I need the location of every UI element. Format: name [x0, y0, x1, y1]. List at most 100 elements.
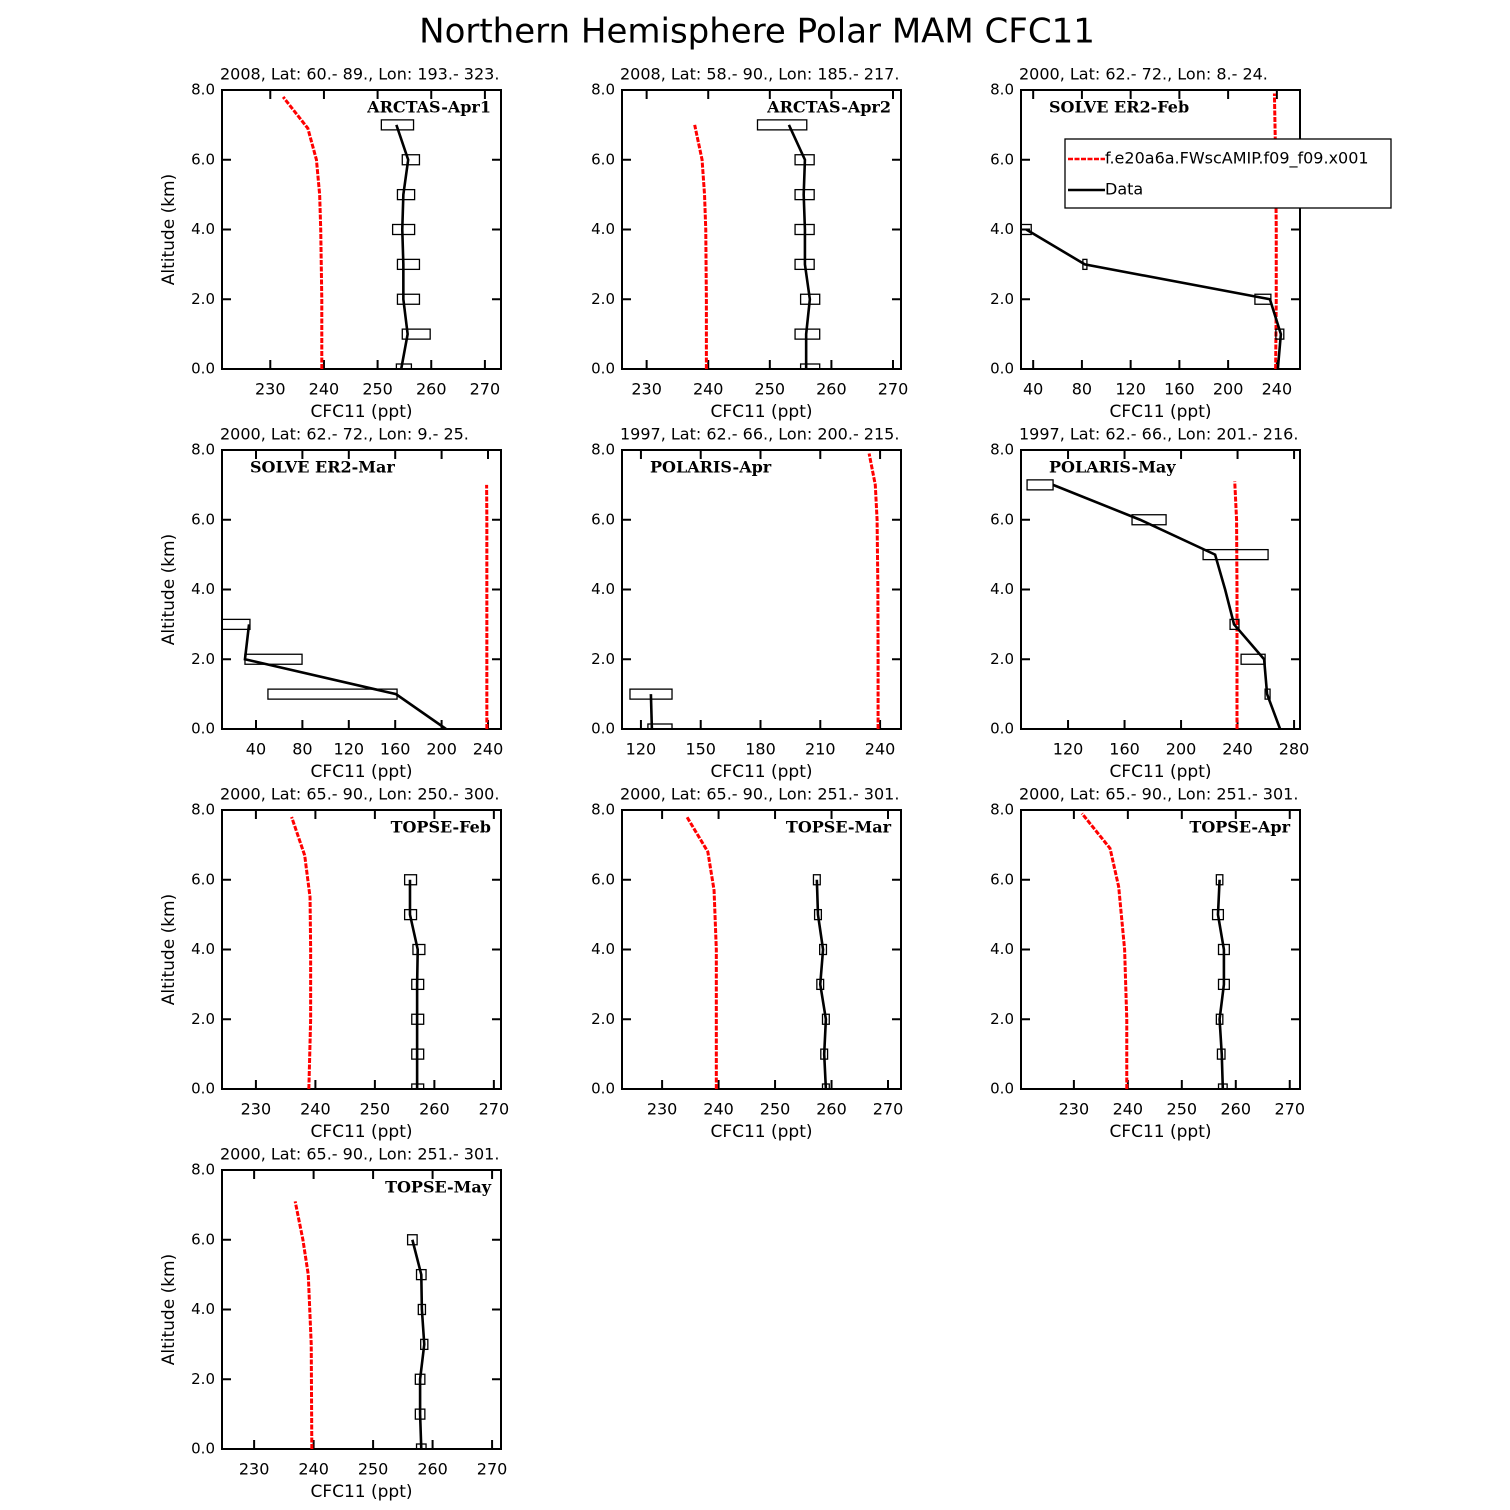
x-axis-label: CFC11 (ppt) — [1109, 1122, 1211, 1142]
y-tick-label: 8.0 — [191, 1161, 215, 1179]
range-box — [629, 688, 673, 700]
y-tick-label: 6.0 — [191, 510, 215, 528]
x-tick-label: 270 — [470, 380, 501, 399]
profile-line — [787, 124, 812, 369]
range-box — [1131, 514, 1167, 526]
range-box — [414, 1373, 426, 1385]
plot-frame — [621, 449, 902, 730]
x-tick-label: 160 — [1109, 740, 1140, 759]
x-axis-label: CFC11 (ppt) — [710, 402, 812, 422]
panel-label: TOPSE-May — [385, 1178, 492, 1197]
x-axis-label: CFC11 (ppt) — [710, 1122, 812, 1142]
x-tick-label: 250 — [358, 1460, 389, 1479]
x-tick-label: 160 — [380, 740, 411, 759]
y-tick-label: 4.0 — [591, 580, 615, 598]
y-tick-label: 8.0 — [191, 81, 215, 99]
x-tick-label: 250 — [360, 1100, 391, 1119]
x-tick-label: 200 — [1213, 380, 1244, 399]
panel: 230 240 250 260 270 0.0 2.0 4.0 6.0 8.0 2000, Lat:… — [591, 785, 903, 1143]
y-tick-label: 2.0 — [591, 290, 615, 308]
y-axis-label: Altitude (km) — [159, 894, 179, 1006]
y-tick-label: 6.0 — [990, 150, 1014, 168]
range-box — [415, 1443, 427, 1449]
y-tick-label: 8.0 — [990, 801, 1014, 819]
range-box — [812, 874, 821, 886]
range-box — [411, 1013, 425, 1025]
range-box — [799, 293, 821, 305]
x-tick-label: 240 — [703, 1100, 734, 1119]
data-layer — [1026, 479, 1282, 729]
panel-subtitle: 1997, Lat: 62.- 66., Lon: 201.- 216. — [1019, 425, 1298, 444]
y-tick-label: 6.0 — [990, 870, 1014, 888]
data-layer — [1080, 812, 1230, 1089]
panel-subtitle: 2000, Lat: 62.- 72., Lon: 9.- 25. — [220, 425, 469, 444]
profile-line — [395, 124, 410, 369]
panel-subtitle: 2000, Lat: 62.- 72., Lon: 8.- 24. — [1019, 65, 1268, 84]
panel: 230 240 250 260 270 0.0 2.0 4.0 6.0 8.0 2008, Lat:… — [591, 65, 908, 423]
panel-subtitle: 2000, Lat: 65.- 90., Lon: 251.- 301. — [620, 785, 899, 804]
y-tick-label: 4.0 — [591, 940, 615, 958]
range-box — [820, 1048, 829, 1060]
y-tick-label: 0.0 — [990, 1080, 1014, 1098]
y-tick-label: 8.0 — [990, 441, 1014, 459]
range-box — [420, 1338, 429, 1351]
x-tick-label: 120 — [334, 740, 365, 759]
x-tick-label: 260 — [1221, 1100, 1252, 1119]
data-layer — [693, 119, 821, 369]
x-tick-label: 240 — [309, 380, 340, 399]
x-tick-label: 270 — [1274, 1100, 1305, 1119]
panel-subtitle: 2000, Lat: 65.- 90., Lon: 250.- 300. — [220, 785, 499, 804]
x-tick-label: 200 — [1166, 740, 1197, 759]
y-tick-label: 6.0 — [191, 870, 215, 888]
panel-label: SOLVE ER2-Feb — [1049, 98, 1189, 117]
x-tick-label: 250 — [755, 380, 786, 399]
range-box — [244, 653, 303, 665]
legend-box — [1064, 138, 1392, 209]
y-tick-label: 0.0 — [591, 1080, 615, 1098]
y-tick-label: 2.0 — [591, 650, 615, 668]
y-tick-label: 4.0 — [191, 1300, 215, 1318]
y-tick-label: 6.0 — [191, 150, 215, 168]
range-box — [396, 188, 416, 201]
x-tick-label: 200 — [426, 740, 457, 759]
panel-label: POLARIS-Apr — [650, 458, 772, 477]
x-tick-label: 120 — [626, 740, 657, 759]
y-axis-label: Altitude (km) — [159, 174, 179, 286]
range-box — [1202, 548, 1269, 561]
x-tick-label: 210 — [805, 740, 836, 759]
range-box — [819, 943, 828, 956]
y-tick-label: 6.0 — [191, 1230, 215, 1248]
y-tick-label: 0.0 — [591, 360, 615, 378]
x-tick-label: 40 — [246, 740, 266, 759]
x-tick-label: 230 — [1059, 1100, 1090, 1119]
range-box — [222, 618, 251, 631]
profile-line — [815, 879, 828, 1089]
x-tick-label: 120 — [1115, 380, 1146, 399]
panel: 120 150 180 210 240 0.0 2.0 4.0 6.0 8.0 1997, Lat:… — [591, 425, 902, 782]
plot-frame — [221, 449, 502, 730]
profile-line — [408, 879, 420, 1089]
x-axis-label: CFC11 (ppt) — [1109, 402, 1211, 422]
y-tick-label: 2.0 — [191, 650, 215, 668]
data-layer — [222, 484, 489, 729]
profile-line — [1272, 93, 1278, 369]
range-box — [1229, 618, 1240, 631]
range-box — [799, 363, 821, 369]
range-box — [1217, 978, 1230, 991]
x-tick-label: 230 — [631, 380, 662, 399]
plot-frame — [1020, 449, 1301, 730]
range-box — [412, 943, 426, 956]
range-box — [403, 908, 418, 921]
range-box — [794, 154, 815, 166]
x-tick-label: 270 — [477, 1460, 508, 1479]
y-tick-label: 8.0 — [591, 81, 615, 99]
x-tick-label: 270 — [873, 1100, 904, 1119]
range-box — [415, 1268, 427, 1281]
x-tick-label: 250 — [760, 1100, 791, 1119]
plot-frame — [221, 809, 502, 1090]
x-tick-label: 240 — [1262, 380, 1293, 399]
profile-line — [1216, 879, 1226, 1089]
range-box — [1254, 293, 1272, 305]
panel-label: ARCTAS-Apr1 — [366, 98, 491, 117]
x-tick-label: 150 — [685, 740, 716, 759]
